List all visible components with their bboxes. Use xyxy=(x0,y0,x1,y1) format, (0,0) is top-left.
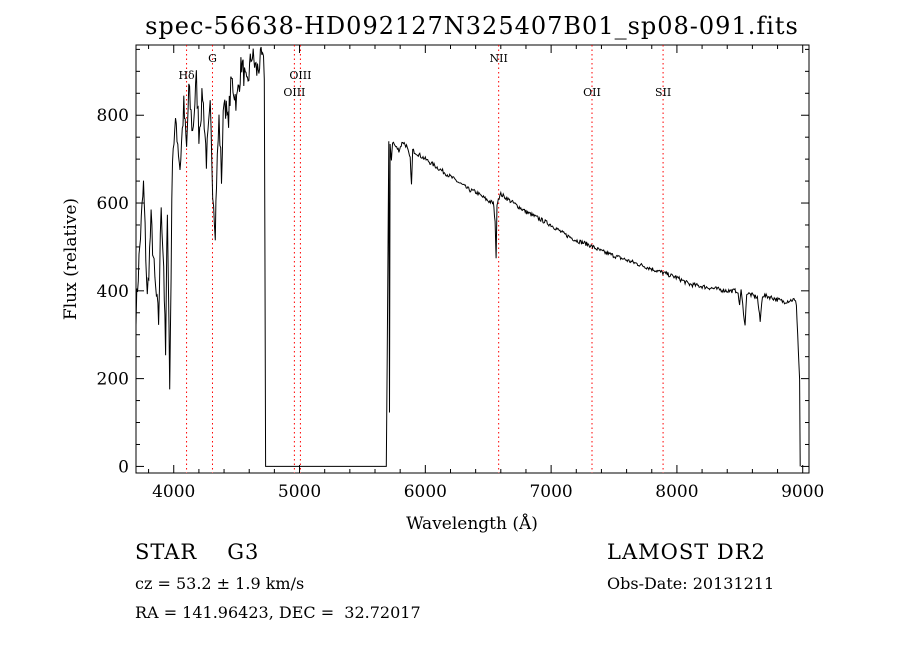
line-marker-label: OII xyxy=(583,86,601,99)
line-marker-label: SII xyxy=(655,86,671,99)
axes: 4000 5000 6000 7000 8000 9000 0 200 400 600 800 xyxy=(97,45,824,502)
coordinates: RA = 141.96423, DEC = 32.72017 xyxy=(135,603,421,622)
y-tick-label: 0 xyxy=(118,457,129,477)
line-marker-label: OIII xyxy=(283,86,305,99)
spectrum-line xyxy=(135,46,801,467)
line-marker-label: NII xyxy=(490,52,508,65)
x-tick-label: 6000 xyxy=(404,482,447,502)
y-tick-label: 400 xyxy=(97,282,129,302)
x-axis-label: Wavelength (Å) xyxy=(406,513,538,534)
x-tick-label: 8000 xyxy=(655,482,698,502)
y-tick-label: 800 xyxy=(97,106,129,126)
chart-title: spec-56638-HD092127N325407B01_sp08-091.f… xyxy=(145,12,799,40)
object-class: STAR xyxy=(135,540,198,564)
x-tick-label: 9000 xyxy=(781,482,824,502)
x-tick-label: 7000 xyxy=(529,482,572,502)
line-marker-label: G xyxy=(208,52,217,65)
y-axis-label: Flux (relative) xyxy=(61,198,81,320)
y-tick-label: 600 xyxy=(97,194,129,214)
observation-date: Obs-Date: 20131211 xyxy=(607,574,775,593)
y-tick-label: 200 xyxy=(97,370,129,390)
spectral-classification: STAR G3 xyxy=(135,540,259,564)
spectrum-plot: spec-56638-HD092127N325407B01_sp08-091.f… xyxy=(61,12,824,534)
survey-name: LAMOST DR2 xyxy=(607,540,766,564)
object-subclass: G3 xyxy=(227,540,260,564)
line-marker-label: OIII xyxy=(289,69,311,82)
line-marker-label: Hδ xyxy=(178,69,195,82)
redshift-velocity: cz = 53.2 ± 1.9 km/s xyxy=(135,574,305,593)
plot-frame xyxy=(135,44,810,474)
emission-line-markers: Hδ G OIII OIII NII OII SII xyxy=(178,45,671,473)
x-tick-label: 5000 xyxy=(278,482,321,502)
x-tick-label: 4000 xyxy=(152,482,195,502)
